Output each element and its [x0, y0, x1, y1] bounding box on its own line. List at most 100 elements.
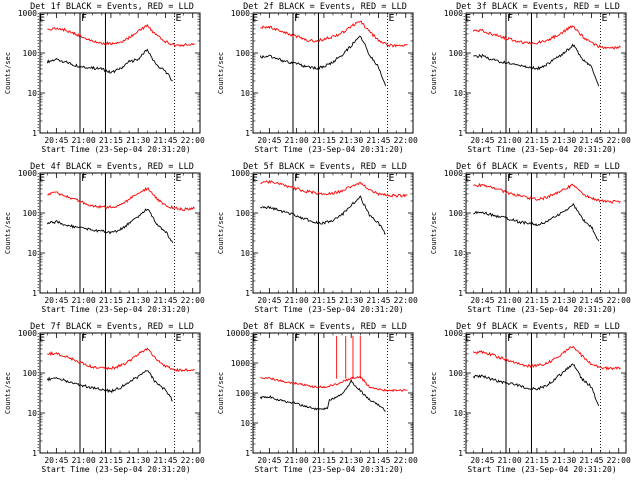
events-series-line [473, 43, 600, 87]
y-tick-label: 1 [245, 129, 250, 138]
x-tick-label: 21:15 [99, 136, 123, 145]
x-tick-label: 20:45 [470, 136, 494, 145]
x-tick-label: 22:00 [181, 296, 205, 305]
x-tick-label: 21:45 [366, 136, 390, 145]
x-tick-label: 21:45 [153, 456, 177, 465]
time-marker-label: F [81, 333, 87, 344]
x-tick-label: 20:45 [44, 136, 68, 145]
y-tick-label: 100 [23, 369, 38, 378]
x-axis-label: Start Time (23-Sep-04 20:31:20) [41, 465, 190, 474]
panel-title: Det 9f BLACK = Events, RED = LLD [456, 322, 620, 332]
x-tick-label: 20:45 [257, 296, 281, 305]
x-tick-label: 21:30 [339, 296, 363, 305]
y-axis-label: Counts/sec [4, 52, 12, 94]
x-tick-label: 20:45 [44, 456, 68, 465]
events-series-line [46, 208, 174, 244]
y-axis-label: Counts/sec [430, 212, 438, 254]
y-tick-label: 1000 [444, 329, 463, 338]
x-tick-label: 21:15 [525, 296, 549, 305]
plot-frame [465, 172, 627, 294]
x-tick-label: 20:45 [257, 136, 281, 145]
x-axis-label: Start Time (23-Sep-04 20:31:20) [254, 465, 403, 474]
panel-title: Det 7f BLACK = Events, RED = LLD [30, 322, 194, 332]
x-axis-label: Start Time (23-Sep-04 20:31:20) [254, 305, 403, 314]
x-tick-label: 21:15 [312, 296, 336, 305]
x-tick-label: 21:45 [153, 296, 177, 305]
y-tick-label: 1 [32, 129, 37, 138]
lld-series-line [47, 347, 195, 373]
detector-panel-7: Det 7f BLACK = Events, RED = LLD 1 10 100 10… [0, 320, 213, 484]
events-series-line [260, 195, 386, 235]
time-marker-label: E [176, 333, 182, 344]
time-marker-label: E [602, 13, 608, 24]
x-tick-label: 21:15 [99, 296, 123, 305]
time-marker-label: E [389, 13, 395, 24]
x-tick-label: 21:45 [153, 136, 177, 145]
y-tick-label: 10 [240, 249, 250, 258]
plot-frame [252, 332, 414, 454]
time-marker-label: E [465, 13, 471, 24]
y-axis-label: Counts/sec [430, 52, 438, 94]
x-tick-label: 21:30 [126, 136, 150, 145]
events-series-line [46, 370, 173, 402]
detector-panel-1: Det 1f BLACK = Events, RED = LLD 1 10 100 10… [0, 0, 213, 164]
y-axis-label: Counts/sec [217, 212, 225, 254]
detector-panel-9: Det 9f BLACK = Events, RED = LLD 1 10 100 10… [426, 320, 639, 484]
x-tick-label: 22:00 [607, 456, 631, 465]
events-series-line [259, 378, 386, 412]
x-tick-label: 21:00 [72, 456, 96, 465]
y-axis-label: Counts/sec [217, 52, 225, 94]
y-tick-label: 100 [449, 369, 464, 378]
x-tick-label: 22:00 [607, 296, 631, 305]
x-tick-label: 21:15 [99, 456, 123, 465]
plot-frame [252, 172, 414, 294]
x-tick-label: 21:15 [312, 136, 336, 145]
lld-series-line [47, 23, 195, 47]
y-axis-label: Counts/sec [217, 372, 225, 414]
time-marker-label: E [176, 13, 182, 24]
y-tick-label: 1000 [231, 169, 250, 178]
events-series-line [472, 363, 600, 407]
panel-svg: Det 6f BLACK = Events, RED = LLD 1 10 100 10… [430, 162, 631, 314]
lld-series-line [472, 25, 621, 50]
panel-svg: Det 2f BLACK = Events, RED = LLD 1 10 100 10… [217, 2, 418, 154]
panel-svg: Det 9f BLACK = Events, RED = LLD 1 10 100 10… [430, 322, 631, 474]
plot-frame [252, 12, 414, 134]
y-tick-label: 100 [236, 49, 251, 58]
time-marker-label: E [252, 333, 258, 344]
x-tick-label: 21:00 [498, 456, 522, 465]
x-tick-label: 22:00 [181, 456, 205, 465]
time-marker-label: F [81, 13, 87, 24]
x-tick-label: 21:30 [126, 456, 150, 465]
x-tick-label: 21:15 [525, 456, 549, 465]
lld-series-line [260, 20, 408, 48]
x-tick-label: 21:30 [339, 456, 363, 465]
plot-frame [465, 12, 627, 134]
events-series-line [473, 202, 600, 242]
y-tick-label: 1000 [444, 9, 463, 18]
time-marker-label: F [294, 333, 300, 344]
x-tick-label: 20:45 [470, 456, 494, 465]
plot-frame [39, 172, 201, 294]
time-marker-label: F [507, 333, 513, 344]
x-tick-label: 21:45 [579, 136, 603, 145]
y-tick-label: 1000 [444, 169, 463, 178]
detector-panel-4: Det 4f BLACK = Events, RED = LLD 1 10 100 10… [0, 160, 213, 324]
y-tick-label: 100 [236, 209, 251, 218]
time-marker-label: E [602, 173, 608, 184]
plot-frame [465, 332, 627, 454]
x-tick-label: 20:45 [257, 456, 281, 465]
y-tick-label: 1 [458, 129, 463, 138]
x-tick-label: 21:45 [366, 456, 390, 465]
x-tick-label: 21:00 [72, 136, 96, 145]
x-axis-label: Start Time (23-Sep-04 20:31:20) [467, 145, 616, 154]
x-tick-label: 22:00 [394, 136, 418, 145]
x-tick-label: 22:00 [394, 296, 418, 305]
x-tick-label: 20:45 [44, 296, 68, 305]
y-tick-label: 10 [240, 419, 250, 428]
x-axis-label: Start Time (23-Sep-04 20:31:20) [467, 305, 616, 314]
panel-svg: Det 1f BLACK = Events, RED = LLD 1 10 100 10… [4, 2, 205, 154]
time-marker-label: E [252, 13, 258, 24]
time-marker-label: F [294, 13, 300, 24]
time-marker-label: E [465, 173, 471, 184]
